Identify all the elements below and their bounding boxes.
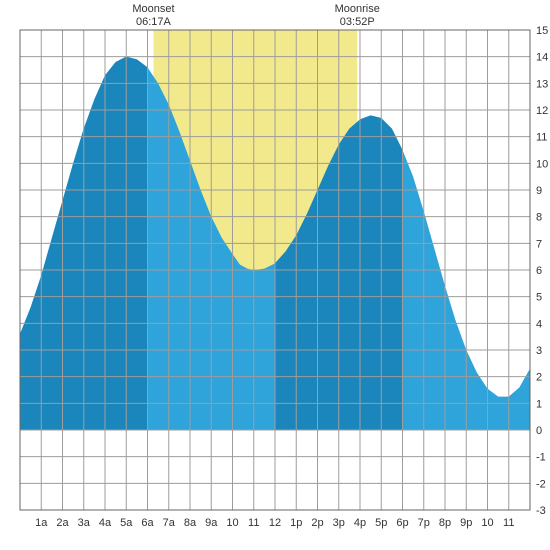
svg-text:8a: 8a (184, 517, 197, 529)
moonset-title: Moonset (132, 3, 174, 15)
svg-text:14: 14 (536, 52, 548, 64)
svg-text:10: 10 (536, 158, 548, 170)
svg-text:2: 2 (536, 372, 542, 384)
svg-text:11: 11 (248, 517, 259, 529)
svg-text:1a: 1a (35, 517, 48, 529)
tide-chart: 1a2a3a4a5a6a7a8a9a1011121p2p3p4p5p6p7p8p… (0, 0, 550, 550)
svg-text:-2: -2 (536, 478, 546, 490)
svg-text:9: 9 (536, 185, 542, 197)
svg-text:1p: 1p (290, 517, 302, 529)
svg-text:12: 12 (269, 517, 281, 529)
svg-text:6a: 6a (141, 517, 154, 529)
svg-text:9a: 9a (205, 517, 218, 529)
svg-text:8p: 8p (439, 517, 451, 529)
svg-text:7: 7 (536, 238, 542, 250)
svg-text:3p: 3p (333, 517, 345, 529)
moonset-time: 06:17A (136, 16, 172, 28)
svg-text:6: 6 (536, 265, 542, 277)
svg-text:11: 11 (503, 517, 514, 529)
svg-text:7a: 7a (163, 517, 176, 529)
moonrise-title: Moonrise (335, 3, 380, 15)
svg-text:0: 0 (536, 425, 542, 437)
y-axis-labels: -3-2-10123456789101112131415 (536, 25, 548, 517)
svg-text:-1: -1 (536, 452, 546, 464)
x-axis-labels: 1a 2a 3a 4a 5a 6a 7a 8a 9a 10 11 12 1p 2p 3p 4p 5p 6p 7p 8p… (35, 517, 514, 529)
svg-text:11: 11 (536, 132, 547, 144)
svg-text:1: 1 (536, 398, 542, 410)
svg-text:5a: 5a (120, 517, 133, 529)
svg-text:2a: 2a (56, 517, 69, 529)
svg-text:4p: 4p (354, 517, 366, 529)
annotations: Moonset06:17A Moonrise03:52P (132, 3, 380, 28)
svg-text:2p: 2p (311, 517, 323, 529)
svg-text:10: 10 (481, 517, 493, 529)
svg-text:15: 15 (536, 25, 548, 37)
svg-text:12: 12 (536, 105, 548, 117)
svg-text:-3: -3 (536, 505, 546, 517)
svg-text:10: 10 (226, 517, 238, 529)
svg-text:5p: 5p (375, 517, 387, 529)
svg-text:6p: 6p (396, 517, 408, 529)
svg-text:4a: 4a (99, 517, 112, 529)
chart-svg: 1a2a3a4a5a6a7a8a9a1011121p2p3p4p5p6p7p8p… (0, 0, 550, 550)
svg-text:8: 8 (536, 212, 542, 224)
svg-text:3: 3 (536, 345, 542, 357)
svg-text:5: 5 (536, 292, 542, 304)
svg-text:7p: 7p (418, 517, 430, 529)
svg-text:4: 4 (536, 318, 542, 330)
svg-text:9p: 9p (460, 517, 472, 529)
svg-text:3a: 3a (78, 517, 91, 529)
svg-text:13: 13 (536, 78, 548, 90)
moonrise-time: 03:52P (340, 16, 375, 28)
